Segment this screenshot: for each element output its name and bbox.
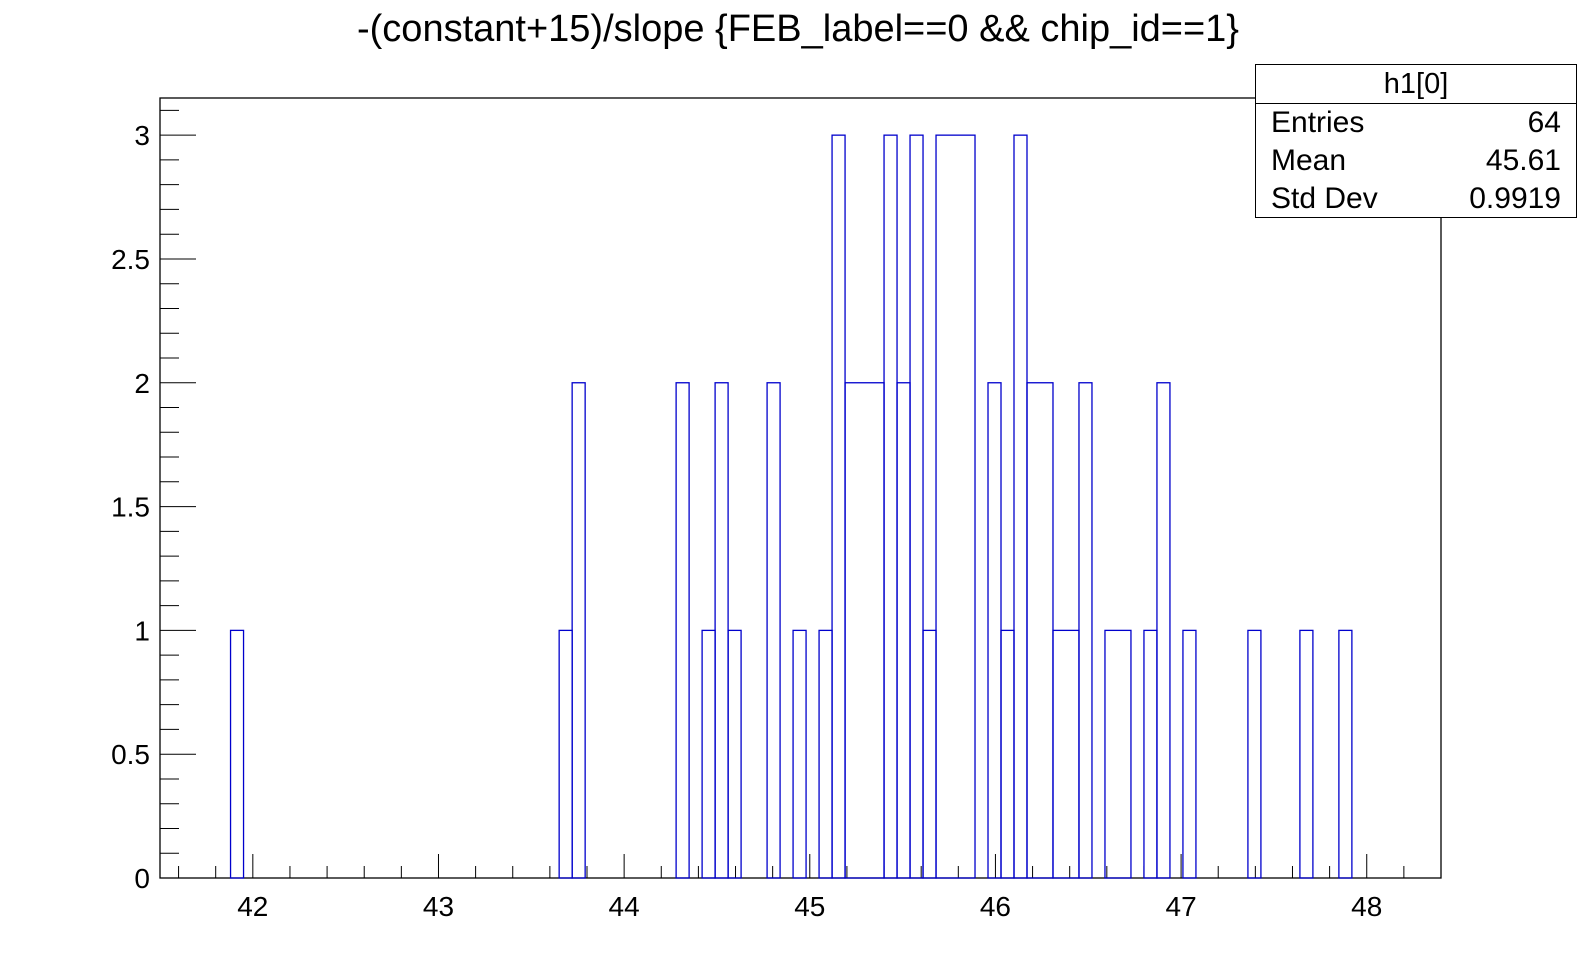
- x-tick-label: 43: [423, 891, 454, 922]
- plot-frame: [159, 97, 1442, 879]
- histogram-bin: [229, 629, 245, 879]
- histogram-bin: [844, 382, 885, 879]
- stats-label: Std Dev: [1271, 182, 1378, 215]
- y-tick-label: 0.5: [111, 739, 150, 770]
- x-tick-label: 46: [980, 891, 1011, 922]
- histogram-bin: [909, 134, 924, 879]
- histogram-bin: [1052, 629, 1080, 879]
- x-tick-label: 45: [794, 891, 825, 922]
- stats-row-mean: Mean 45.61: [1256, 142, 1576, 180]
- stats-label: Mean: [1271, 144, 1347, 177]
- histogram-bin: [1078, 382, 1093, 879]
- histogram-bin: [896, 382, 911, 879]
- y-tick-label: 0: [134, 863, 150, 894]
- y-tick-label: 1.5: [111, 492, 150, 523]
- histogram-bin: [675, 382, 690, 879]
- histogram-bin: [1156, 382, 1171, 879]
- histogram-bin: [1338, 629, 1353, 879]
- histogram-bin: [922, 629, 937, 879]
- histogram-bin: [766, 382, 781, 879]
- histogram-bin: [727, 629, 742, 879]
- histogram-bin: [1104, 629, 1132, 879]
- stats-value: 45.61: [1485, 144, 1561, 177]
- histogram-bin: [1182, 629, 1197, 879]
- histogram-bin: [701, 629, 716, 879]
- histogram-bin: [818, 629, 833, 879]
- histogram-bin: [1013, 134, 1028, 879]
- stats-value: 64: [1527, 106, 1561, 139]
- stats-row-entries: Entries 64: [1256, 104, 1576, 142]
- stats-box: h1[0] Entries 64 Mean 45.61 Std Dev 0.99…: [1255, 64, 1577, 218]
- y-tick-label: 1: [134, 615, 150, 646]
- stats-box-name: h1[0]: [1256, 65, 1576, 104]
- stats-value: 0.9919: [1469, 182, 1561, 215]
- histogram-bin: [714, 382, 729, 879]
- x-tick-label: 44: [609, 891, 640, 922]
- histogram-bin: [883, 134, 898, 879]
- chart-title: -(constant+15)/slope {FEB_label==0 && ch…: [357, 8, 1239, 50]
- x-tick-label: 42: [237, 891, 268, 922]
- histogram-bin: [1000, 629, 1015, 879]
- x-tick-label: 48: [1351, 891, 1382, 922]
- stats-row-std-dev: Std Dev 0.9919: [1256, 180, 1576, 218]
- histogram-bin: [1299, 629, 1314, 879]
- y-tick-label: 2: [134, 368, 150, 399]
- x-tick-label: 47: [1166, 891, 1197, 922]
- histogram-bin: [831, 134, 846, 879]
- histogram-bin: [571, 382, 586, 879]
- y-tick-label: 3: [134, 120, 150, 151]
- histogram-bin: [1247, 629, 1262, 879]
- histogram-bin: [1143, 629, 1158, 879]
- histogram-bin: [987, 382, 1002, 879]
- y-tick-label: 2.5: [111, 244, 150, 275]
- stats-label: Entries: [1271, 106, 1365, 139]
- histogram-bin: [792, 629, 807, 879]
- histogram-bin: [1026, 382, 1054, 879]
- histogram-bin: [558, 629, 573, 879]
- histogram-bin: [935, 134, 976, 879]
